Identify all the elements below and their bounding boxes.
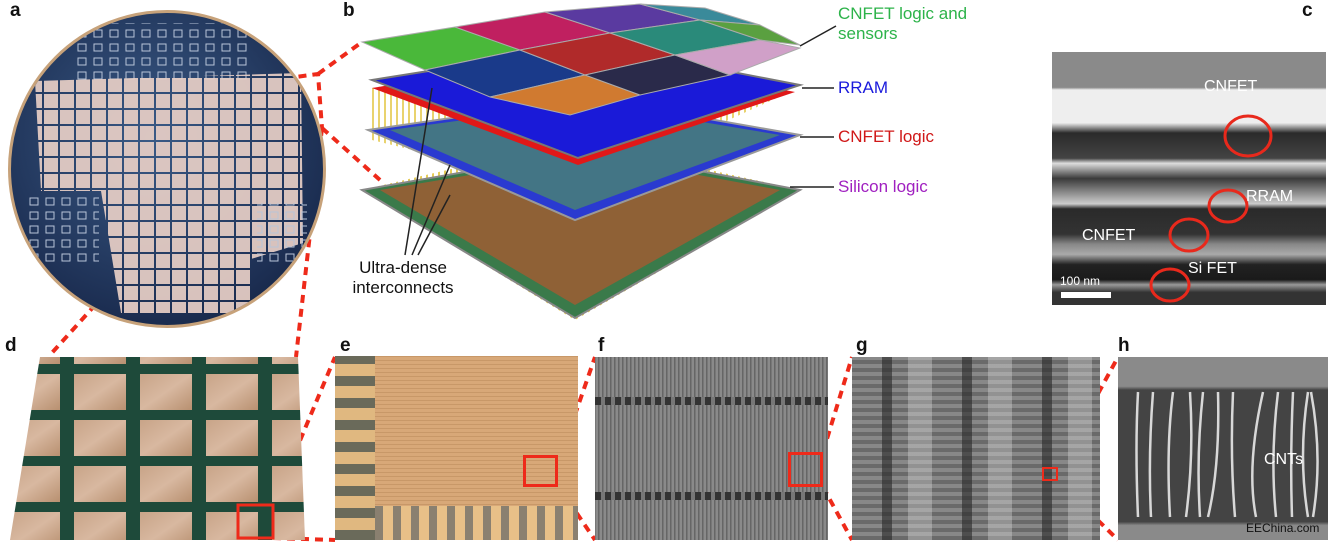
rram-label: RRAM [1246,188,1294,205]
rram-circle [1207,188,1249,224]
interconnect-label: Ultra-dense interconnects [352,258,454,297]
sem-f-highlight [788,452,823,487]
sifet-label: Si FET [1188,260,1237,277]
sem-band-top [595,397,828,405]
connector-e-f-bottom [559,488,597,542]
connector-a-d-left [48,126,257,357]
chip-grid [29,23,307,313]
connector-f-g-bottom [821,486,854,541]
panel-label-a: a [10,0,21,21]
cnt-lines [1135,391,1319,518]
connector-a-d-right [294,127,324,358]
chip-array-highlight [236,503,275,540]
cnt-sem-image: CNTs EEChina.com [1118,357,1328,540]
scale-bar [1061,292,1111,298]
sem-band-bottom [595,492,828,500]
panel-label-b: b [343,0,355,21]
cnfet-bottom-label: CNFET [1082,227,1136,244]
panel-label-e: e [340,335,351,356]
sem-g-highlight [1042,467,1058,481]
cnfet-bottom-circle [1168,217,1210,253]
optical-micrograph [335,356,578,540]
pad-column [335,356,375,540]
tem-cross-section: CNFET RRAM CNFET Si FET 100 nm [1052,52,1326,305]
sem-image-g [852,357,1100,540]
cnts-label: CNTs [1264,451,1304,468]
panel-label-d: d [5,335,17,356]
sifet-circle [1149,267,1191,303]
sem-g-structures [852,357,1100,540]
scale-bar-label: 100 nm [1060,274,1101,288]
panel-label-c: c [1302,0,1313,21]
cnfet-top-circle [1223,114,1273,158]
micrograph-highlight [523,455,558,487]
wafer-photo [8,10,326,328]
cnfet-top-label: CNFET [1204,78,1258,95]
layer-label-cnfet-sensors: CNFET logic and sensors [838,4,968,43]
connector-d-e-top [271,356,337,506]
connector-a-b-top [316,40,364,76]
layer-label-cnfet-logic: CNFET logic [838,127,935,146]
panel-label-g: g [856,335,868,356]
panel-label-f: f [598,335,605,356]
sem-image-f [595,357,828,540]
layer-label-silicon-logic: Silicon logic [838,177,928,196]
pad-row [375,506,578,540]
watermark: EEChina.com [1246,521,1320,535]
layer-label-rram: RRAM [838,78,889,97]
panel-label-h: h [1118,335,1130,356]
